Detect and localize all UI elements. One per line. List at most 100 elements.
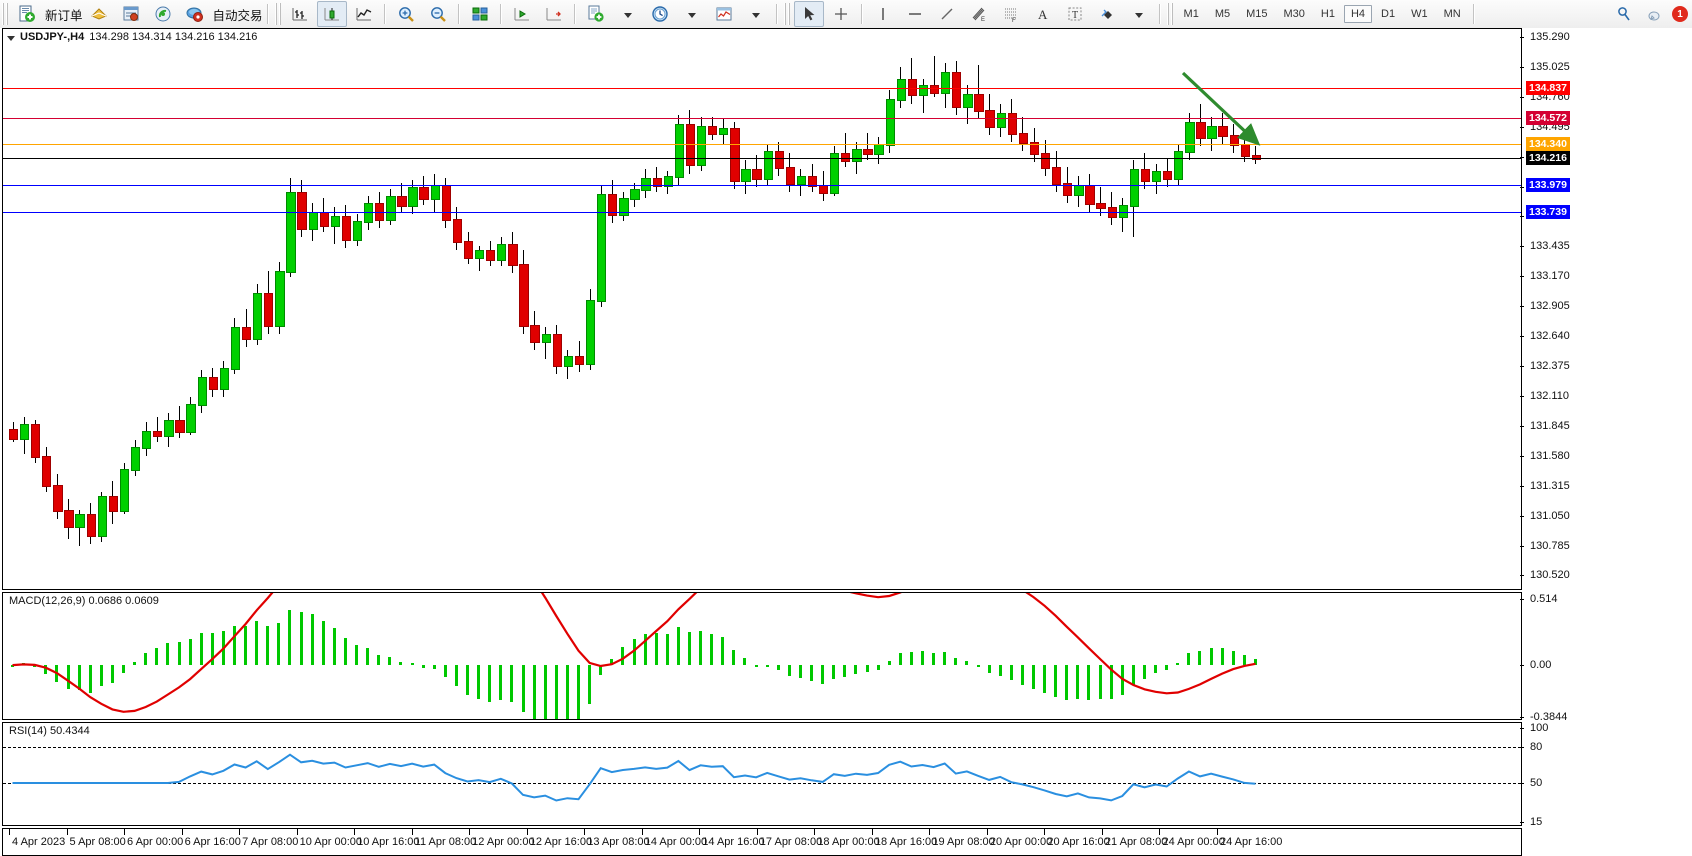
candle-body — [186, 403, 196, 433]
trendline-icon[interactable] — [932, 1, 962, 27]
rsi-axis: 100 80 50 15 — [1519, 722, 1692, 828]
chevron-down-icon[interactable] — [613, 1, 643, 27]
macd-histogram-bar — [1065, 665, 1069, 701]
tile-windows-icon[interactable] — [465, 1, 495, 27]
timeframe-m30[interactable]: M30 — [1283, 8, 1305, 20]
rsi-tick-80: 80 — [1519, 741, 1542, 753]
candle-body — [619, 198, 629, 217]
expert-advisor-icon[interactable] — [84, 1, 114, 27]
macd-histogram-bar — [88, 665, 92, 693]
chevron-down-icon-symbol[interactable] — [7, 35, 15, 41]
price-tag-134.216[interactable]: 134.216 — [1526, 151, 1570, 166]
alerts-icon[interactable] — [1641, 1, 1671, 27]
candle-body — [1074, 184, 1084, 196]
candlestick-chart-icon[interactable] — [316, 1, 347, 27]
time-label: 24 Apr 00:00 — [1162, 836, 1225, 848]
toolbar-grip-2[interactable] — [274, 3, 282, 25]
time-axis[interactable]: 4 Apr 2023 5 Apr 08:00 6 Apr 00:00 6 Apr 16… — [2, 828, 1522, 856]
cursor-icon[interactable] — [793, 1, 824, 27]
candle-body — [985, 110, 995, 129]
auto-trading-icon[interactable] — [180, 1, 210, 27]
price-level-line-133.739[interactable] — [3, 212, 1521, 214]
macd-histogram-bar — [1198, 650, 1202, 666]
macd-histogram-bar — [454, 665, 458, 687]
macd-histogram-bar — [643, 633, 647, 666]
zoom-out-icon[interactable] — [423, 1, 453, 27]
price-tag-134.837[interactable]: 134.837 — [1526, 81, 1570, 96]
timeframe-m1[interactable]: M1 — [1183, 8, 1199, 20]
candle-body — [963, 94, 973, 108]
horizontal-line-icon[interactable] — [900, 1, 930, 27]
timeframe-d1[interactable]: D1 — [1381, 8, 1396, 20]
price-axis[interactable]: 135.290135.025134.760134.495134.230133.9… — [1520, 28, 1692, 590]
alert-count-badge: 1 — [1672, 6, 1688, 22]
price-level-line-134.216[interactable] — [3, 158, 1521, 160]
candle-wick — [845, 132, 846, 167]
timeframe-h1[interactable]: H1 — [1320, 8, 1335, 20]
candle-wick — [545, 327, 546, 359]
price-level-line-134.572[interactable] — [3, 117, 1521, 119]
new-order-label: 新订单 — [45, 8, 83, 23]
chevron-down-icon-4[interactable] — [1124, 1, 1154, 27]
new-order-button[interactable] — [12, 1, 42, 27]
price-tag-134.572[interactable]: 134.572 — [1526, 110, 1570, 125]
svg-text:T: T — [1072, 10, 1078, 21]
search-icon[interactable] — [1609, 1, 1639, 27]
candle-body — [53, 485, 63, 512]
price-level-line-133.979[interactable] — [3, 184, 1521, 186]
vertical-line-icon[interactable] — [868, 1, 898, 27]
timeframe-m5[interactable]: M5 — [1214, 8, 1231, 20]
text-box-icon[interactable]: T — [1060, 1, 1090, 27]
timeframe-w1[interactable]: W1 — [1411, 8, 1428, 20]
toolbar-grip[interactable] — [2, 3, 9, 25]
objects-icon[interactable] — [1092, 1, 1122, 27]
macd-histogram-bar — [277, 622, 281, 666]
time-tick-mark — [814, 829, 816, 835]
price-tag-133.739[interactable]: 133.739 — [1526, 205, 1570, 220]
new-chart-icon[interactable] — [581, 1, 611, 27]
indicators-icon[interactable] — [709, 1, 739, 27]
time-tick-mark — [66, 829, 68, 835]
price-pane[interactable]: USDJPY-,H4 134.298 134.314 134.216 134.2… — [2, 28, 1522, 590]
price-tag-133.979[interactable]: 133.979 — [1526, 177, 1570, 192]
auto-trading-label: 自动交易 — [212, 8, 263, 23]
time-label: 5 Apr 08:00 — [69, 836, 126, 848]
data-window-icon[interactable] — [116, 1, 146, 27]
crosshair-icon[interactable] — [826, 1, 856, 27]
chart-area[interactable]: USDJPY-,H4 134.298 134.314 134.216 134.2… — [0, 28, 1692, 856]
chevron-down-icon-3[interactable] — [741, 1, 771, 27]
candle-body — [630, 189, 640, 201]
timeframe-mn[interactable]: MN — [1443, 8, 1461, 20]
toolbar-separator — [266, 4, 269, 24]
toolbar-grip-3[interactable] — [783, 3, 791, 25]
macd-pane[interactable]: MACD(12,26,9) 0.0686 0.0609 — [2, 592, 1522, 720]
toolbar-grip-4[interactable] — [1166, 3, 1174, 25]
timeframe-h4[interactable]: H4 — [1343, 5, 1373, 23]
bar-chart-icon[interactable] — [285, 1, 315, 27]
macd-histogram-bar — [432, 665, 436, 670]
chevron-down-icon-2[interactable] — [677, 1, 707, 27]
candle-body — [230, 327, 241, 370]
candle-body — [164, 419, 174, 438]
line-chart-icon[interactable] — [349, 1, 379, 27]
shift-end-icon[interactable] — [507, 1, 537, 27]
rsi-level-50 — [3, 783, 1521, 784]
zoom-in-icon[interactable] — [391, 1, 421, 27]
rsi-pane[interactable]: RSI(14) 50.4344 — [2, 722, 1522, 826]
candle-body — [175, 419, 185, 433]
text-label-icon[interactable]: A — [1028, 1, 1058, 27]
period-icon[interactable] — [645, 1, 675, 27]
macd-histogram-bar — [33, 665, 37, 668]
candle-body — [830, 153, 840, 194]
navigator-icon[interactable] — [148, 1, 178, 27]
price-tag-134.340[interactable]: 134.340 — [1526, 137, 1570, 152]
macd-histogram-bar — [1020, 665, 1024, 685]
price-level-line-134.340[interactable] — [3, 144, 1521, 146]
time-tick-mark — [1159, 829, 1161, 835]
chart-shift-icon[interactable] — [539, 1, 569, 27]
price-level-line-134.837[interactable] — [3, 88, 1521, 90]
price-tick: 135.290 — [1520, 31, 1570, 43]
timeframe-m15[interactable]: M15 — [1246, 8, 1268, 20]
equidistant-channel-icon[interactable]: E — [964, 1, 994, 27]
fibonacci-icon[interactable]: F — [996, 1, 1026, 27]
